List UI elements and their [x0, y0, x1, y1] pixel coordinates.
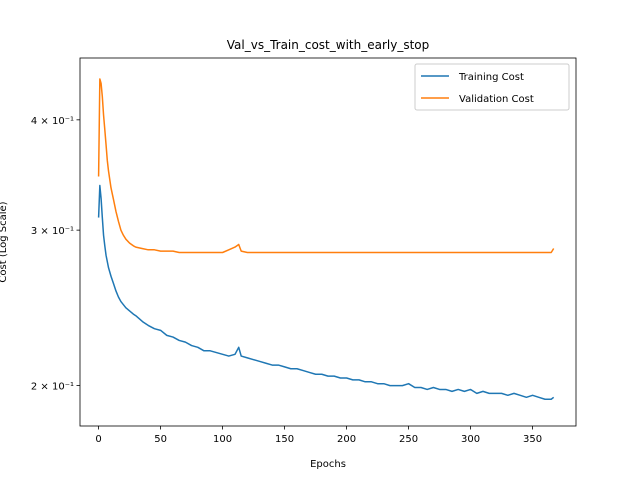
series-line-training-cost — [97, 184, 555, 401]
x-tick-label: 50 — [154, 434, 167, 445]
x-tick-label: 0 — [95, 434, 101, 445]
x-tick-label: 300 — [461, 434, 480, 445]
y-axis-label: Cost (Log Scale) — [0, 201, 9, 282]
series-line-validation-cost — [97, 78, 555, 254]
x-tick-label: 100 — [213, 434, 232, 445]
x-tick-label: 200 — [337, 434, 356, 445]
y-tick-label: 3 × 10⁻¹ — [31, 226, 74, 237]
y-tick-label: 2 × 10⁻¹ — [31, 382, 74, 393]
x-tick-label: 150 — [275, 434, 294, 445]
chart-legend: Training Cost Validation Cost — [414, 63, 570, 111]
x-axis: 0 50 100 150 200 250 300 350 — [95, 426, 542, 445]
legend-box — [414, 63, 570, 111]
chart-title: Val_vs_Train_cost_with_early_stop — [227, 38, 430, 52]
plot-area-frame — [79, 57, 577, 427]
x-axis-label: Epochs — [310, 459, 346, 470]
y-tick-label: 4 × 10⁻¹ — [31, 116, 74, 127]
x-tick-label: 250 — [399, 434, 418, 445]
x-tick-label: 350 — [523, 434, 542, 445]
y-axis: 2 × 10⁻¹ 3 × 10⁻¹ 4 × 10⁻¹ — [31, 116, 80, 393]
legend-label-validation-cost: Validation Cost — [459, 94, 534, 105]
legend-label-training-cost: Training Cost — [458, 72, 524, 83]
series-layer — [97, 78, 555, 401]
